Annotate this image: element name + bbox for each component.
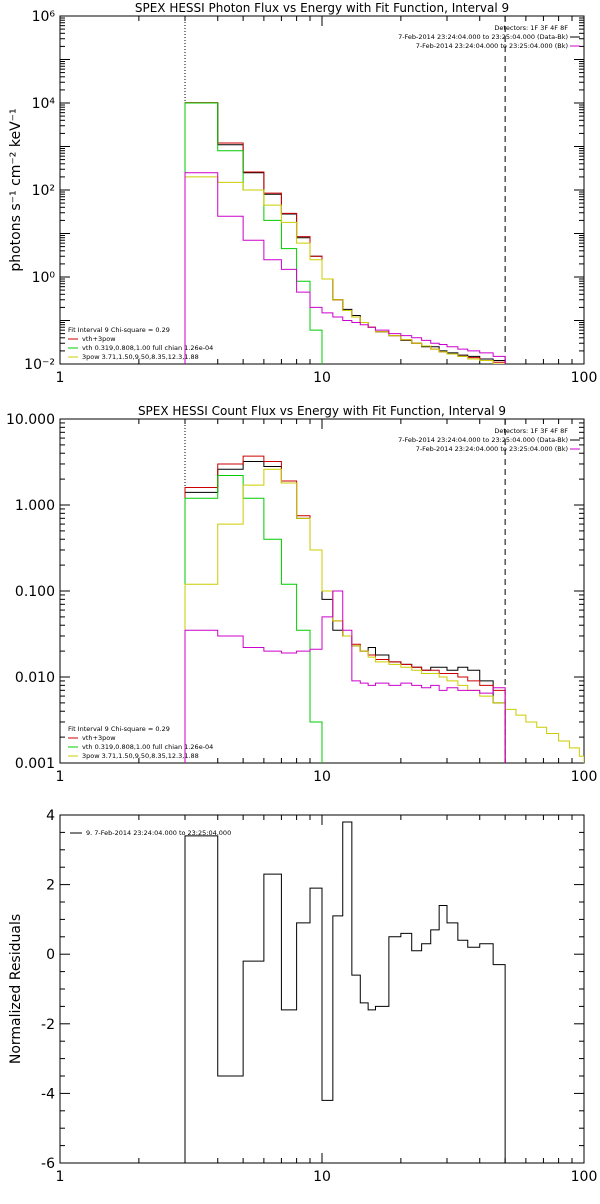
legend-bottom-text: vth 0.319,0.808,1.00 full chian 1.26e-04: [82, 344, 213, 352]
legend-top-text: 7-Feb-2014 23:24:04.000 to 23:25:04.000 …: [416, 42, 568, 50]
x-tick-label: 1: [56, 370, 65, 386]
y-tick-label: 10⁰: [32, 270, 56, 286]
y-tick-label: 0: [46, 947, 55, 963]
y-tick-label: 1.000: [15, 498, 55, 514]
y-tick-label: 0.100: [15, 584, 55, 600]
series-line-4: [184, 172, 506, 364]
series-line-2: [184, 475, 323, 763]
legend-bottom-text: vth+3pow: [82, 335, 116, 343]
y-axis-label: Normalized Residuals: [8, 914, 24, 1064]
series-line-4: [184, 590, 506, 763]
y-tick-label: 10⁴: [32, 96, 56, 112]
legend-top-text: Detectors: 1F 3F 4F 8F: [494, 24, 568, 32]
legend-bottom-text: Fit Interval 9 Chi-square = 0.29: [68, 326, 170, 334]
count-flux-panel: SPEX HESSI Count Flux vs Energy with Fit…: [6, 404, 597, 785]
y-axis-label: photons s⁻¹ cm⁻² keV⁻¹: [8, 108, 24, 271]
residuals-panel: Normalized Residuals 1 10 100 -6 -4 -2 0 2 4 9. 7-…: [8, 808, 597, 1185]
series-group: [184, 102, 560, 364]
x-tick-label: 1: [56, 769, 65, 785]
legend-bottom-text: 3pow 3.71,1.50,9.50,8.35,12.3,1.88: [82, 752, 199, 760]
y-tick-label: -2: [41, 1017, 55, 1033]
legend-bottom-text: 3pow 3.71,1.50,9.50,8.35,12.3,1.88: [82, 353, 199, 361]
legend-bottom-text: Fit Interval 9 Chi-square = 0.29: [68, 725, 170, 733]
series-line-3: [184, 468, 584, 763]
chart-title: SPEX HESSI Photon Flux vs Energy with Fi…: [135, 1, 509, 15]
x-tick-label: 100: [571, 370, 598, 386]
x-tick-label: 100: [571, 769, 598, 785]
legend-top-text: 7-Feb-2014 23:24:04.000 to 23:25:04.000 …: [416, 445, 568, 453]
y-tick-label: 10⁻²: [24, 357, 55, 373]
x-tick-label: 1: [56, 1169, 65, 1185]
series-line-1: [184, 102, 506, 364]
y-tick-label: 0.010: [15, 670, 55, 686]
x-tick-label: 10: [313, 769, 331, 785]
photon-flux-panel: SPEX HESSI Photon Flux vs Energy with Fi…: [8, 1, 597, 386]
y-tick-label: 10²: [32, 183, 55, 199]
legend-top-text: 7-Feb-2014 23:24:04.000 to 23:25:04.000 …: [398, 33, 568, 41]
series-line-2: [184, 102, 323, 364]
x-tick-label: 10: [313, 370, 331, 386]
series-group: [184, 821, 506, 1163]
y-tick-label: 10.000: [6, 412, 55, 428]
chart-title: SPEX HESSI Count Flux vs Energy with Fit…: [138, 404, 506, 418]
y-tick-label: 4: [46, 808, 55, 824]
series-line-1: [184, 455, 506, 763]
series-line-3: [184, 176, 560, 364]
series-group: [184, 455, 584, 763]
y-tick-label: 2: [46, 878, 55, 894]
y-tick-label: 0.001: [15, 756, 55, 772]
series-line-0: [184, 102, 506, 364]
x-tick-label: 10: [313, 1169, 331, 1185]
x-tick-label: 100: [571, 1169, 598, 1185]
y-tick-label: -6: [41, 1156, 55, 1172]
y-tick-label: -4: [41, 1086, 55, 1102]
legend-bottom-text: vth+3pow: [82, 734, 116, 742]
legend-bottom-text: vth 0.319,0.808,1.00 full chian 1.26e-04: [82, 743, 213, 751]
y-tick-label: 10⁶: [32, 9, 56, 25]
series-line-0: [184, 821, 506, 1163]
legend-top-text: Detectors: 1F 3F 4F 8F: [494, 427, 568, 435]
legend-top-text: 7-Feb-2014 23:24:04.000 to 23:25:04.000 …: [398, 436, 568, 444]
legend-inline-text: 9. 7-Feb-2014 23:24:04.000 to 23:25:04.0…: [86, 829, 231, 837]
series-line-0: [184, 461, 506, 763]
